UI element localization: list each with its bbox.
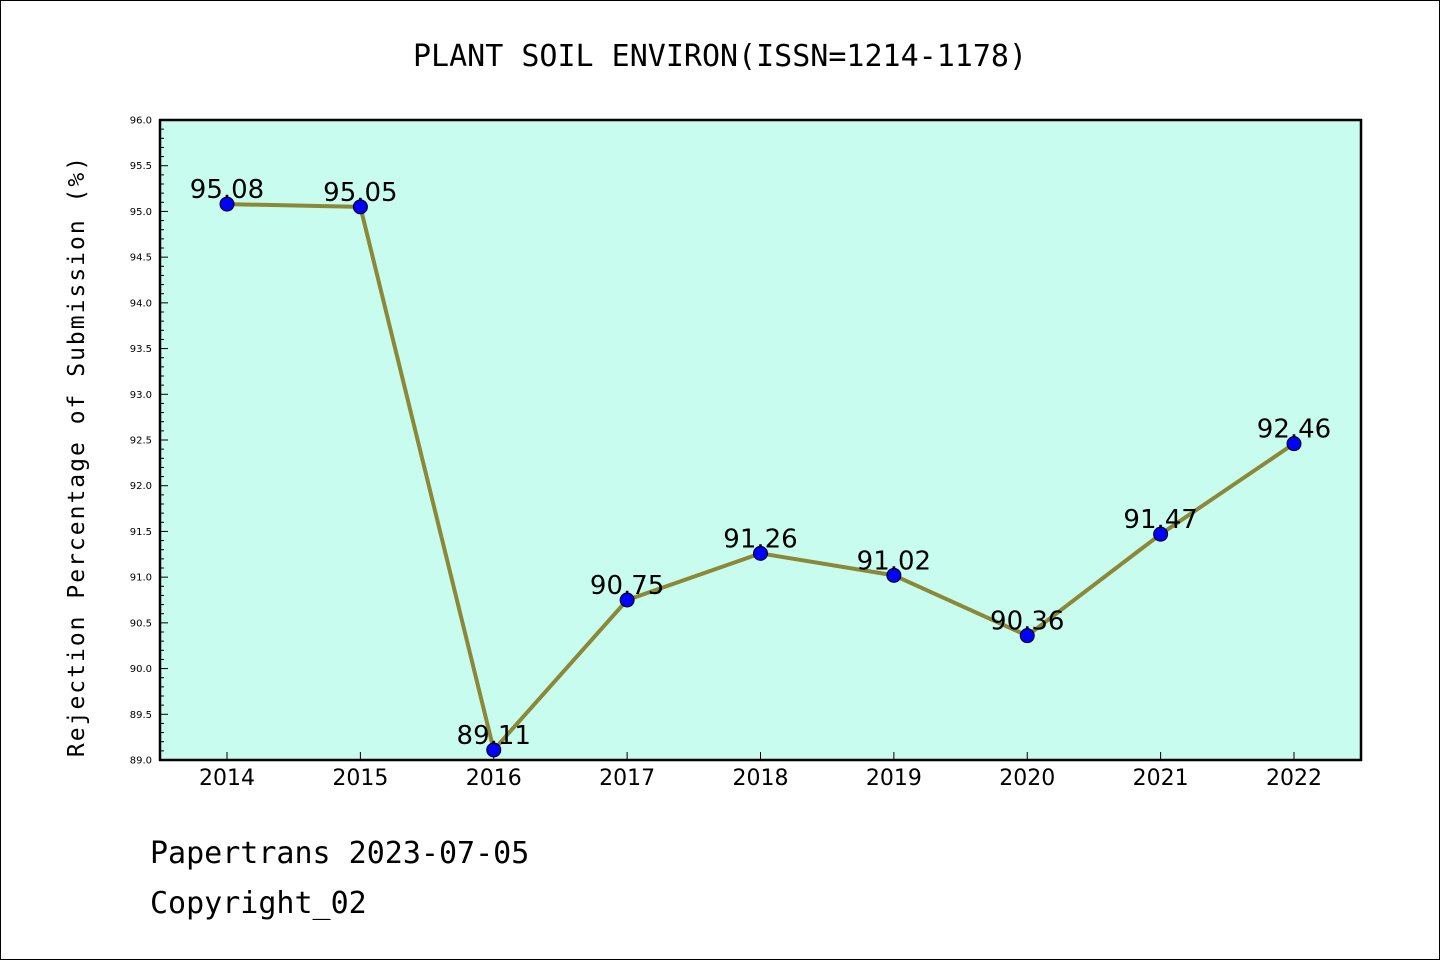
data-point [219,196,235,212]
x-tick-label: 2015 [332,766,388,791]
y-tick-label: 93.5 [130,344,152,355]
y-tick-label: 96.0 [130,116,152,127]
y-tick-label: 92.0 [130,481,152,492]
x-tick-label: 2018 [733,766,789,791]
plot-background [160,120,1361,760]
data-point [886,567,902,583]
y-tick-label: 94.0 [130,298,152,309]
data-point [1019,628,1035,644]
data-point [619,592,635,608]
data-label: 90.36 [990,607,1064,637]
data-point [1153,526,1169,542]
y-tick-label: 92.5 [130,436,152,447]
plot-border [158,118,1363,762]
data-point [352,199,368,215]
data-label: 95.05 [323,178,397,208]
footer-copyright: Copyright_02 [150,886,367,921]
y-tick-label: 93.0 [130,390,152,401]
y-tick-label: 91.0 [130,573,152,584]
x-tick-label: 2019 [866,766,922,791]
x-tick-label: 2022 [1266,766,1322,791]
footer-date: Papertrans 2023-07-05 [150,836,530,871]
x-tick-label: 2014 [199,766,255,791]
data-label: 92.46 [1257,415,1331,445]
y-tick-label: 94.5 [130,253,152,264]
data-point [486,742,502,758]
data-point [753,545,768,561]
x-tick-label: 2017 [599,766,655,791]
data-label: 90.75 [590,571,664,601]
data-label: 89.11 [457,721,531,751]
y-tick-label: 95.5 [130,161,152,172]
plot-area: 89.0 89.5 90.0 90.5 91.0 91.5 92.0 92.5 93.0 93.5… [130,116,1363,791]
y-tick-label: 91.5 [130,527,152,538]
y-tick-label: 95.0 [130,207,152,218]
data-label: 91.47 [1123,505,1197,535]
data-label: 95.08 [190,175,264,205]
x-tick-label: 2021 [1133,766,1189,791]
y-tick-label: 90.5 [130,618,152,629]
data-label: 91.26 [723,524,797,554]
x-tick-label: 2016 [466,766,522,791]
data-label: 91.02 [857,546,931,576]
chart-title: PLANT SOIL ENVIRON(ISSN=1214-1178) [413,39,1027,74]
y-axis-label: Rejection Percentage of Submission (%) [64,155,90,757]
y-tick-label: 89.5 [130,710,152,721]
x-tick-label: 2020 [999,766,1055,791]
y-tick-label: 89.0 [130,756,152,767]
data-point [1286,436,1302,452]
y-tick-label: 90.0 [130,664,152,675]
